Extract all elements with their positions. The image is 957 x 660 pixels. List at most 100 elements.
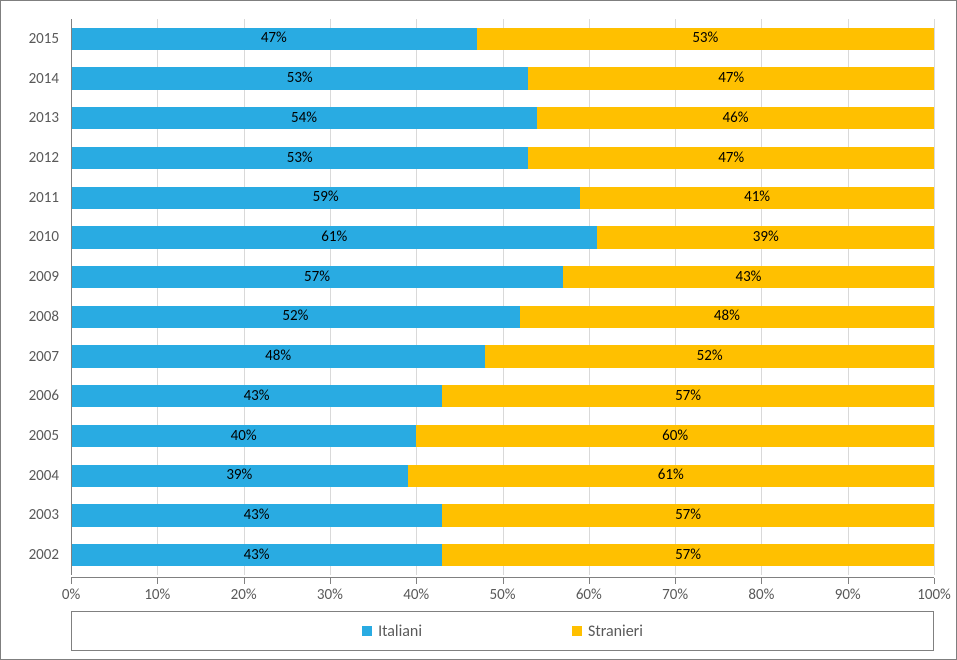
y-label-slot: 2008: [1, 297, 65, 337]
x-tick: [503, 578, 504, 584]
x-tick-label: 10%: [144, 586, 170, 604]
legend: ItalianiStranieri: [71, 611, 934, 651]
x-tick: [330, 578, 331, 584]
y-category-label: 2010: [29, 228, 59, 246]
bar-segment-stranieri: 61%: [408, 465, 934, 487]
legend-swatch-icon: [572, 626, 582, 636]
bar-segment-label: 43%: [735, 270, 761, 285]
bar-row: 43% 57%: [71, 504, 934, 526]
x-tick: [934, 578, 935, 584]
bar-slot: 39%61%: [71, 456, 934, 496]
bar-row: 52% 48%: [71, 306, 934, 328]
y-label-slot: 2005: [1, 416, 65, 456]
bar-row: 54% 46%: [71, 107, 934, 129]
bar-segment-label: 48%: [714, 309, 740, 324]
y-label-slot: 2009: [1, 257, 65, 297]
bar-segment-label: 43%: [244, 548, 270, 563]
y-category-label: 2011: [29, 189, 59, 207]
y-category-label: 2015: [29, 30, 59, 48]
bar-segment-label: 53%: [287, 151, 313, 166]
bar-segment-label: 53%: [692, 31, 718, 46]
bar-slot: 43% 57%: [71, 376, 934, 416]
bar-segment-italiani: 54%: [71, 107, 537, 129]
bar-segment-stranieri: 57%: [442, 504, 934, 526]
y-category-label: 2003: [29, 506, 59, 524]
bar-slot: 40% 60%: [71, 416, 934, 456]
bar-segment-label: 40%: [231, 429, 257, 444]
bar-row: 43% 57%: [71, 385, 934, 407]
x-tick: [157, 578, 158, 584]
bar-segment-stranieri: 52%: [485, 345, 934, 367]
bar-segment-stranieri: 47%: [528, 67, 934, 89]
bar-row: 43%57%: [71, 544, 934, 566]
bar-segment-stranieri: 48%: [520, 306, 934, 328]
bar-row: 48%52%: [71, 345, 934, 367]
x-tick-label: 50%: [490, 586, 516, 604]
bar-slot: 59%41%: [71, 178, 934, 218]
y-label-slot: 2006: [1, 376, 65, 416]
x-tick-label: 20%: [231, 586, 257, 604]
bar-segment-stranieri: 57%: [442, 385, 934, 407]
y-label-slot: 2011: [1, 178, 65, 218]
bar-segment-label: 61%: [321, 230, 347, 245]
grid-line: [934, 19, 935, 575]
bar-row: 61% 39%: [71, 226, 934, 248]
bar-slot: 53% 47%: [71, 138, 934, 178]
y-label-slot: 2007: [1, 337, 65, 377]
bar-segment-label: 43%: [244, 508, 270, 523]
y-label-slot: 2010: [1, 218, 65, 258]
bar-row: 40% 60%: [71, 425, 934, 447]
y-category-label: 2004: [29, 467, 59, 485]
bar-segment-label: 54%: [291, 111, 317, 126]
bar-segment-label: 52%: [282, 309, 308, 324]
bar-segment-italiani: 40%: [71, 425, 416, 447]
y-category-label: 2013: [29, 109, 59, 127]
bar-segment-label: 59%: [313, 190, 339, 205]
bar-row: 47%53%: [71, 28, 934, 50]
bar-slot: 52% 48%: [71, 297, 934, 337]
y-category-label: 2005: [29, 427, 59, 445]
y-label-slot: 2014: [1, 59, 65, 99]
x-tick-label: 30%: [317, 586, 343, 604]
bar-segment-stranieri: 39%: [597, 226, 934, 248]
bar-slot: 43%57%: [71, 535, 934, 575]
y-category-label: 2012: [29, 149, 59, 167]
y-label-slot: 2012: [1, 138, 65, 178]
bar-segment-label: 53%: [287, 71, 313, 86]
y-axis-labels: 2015 2014 2013 2012 2011 2010 2009200820072006…: [1, 19, 65, 575]
y-label-slot: 2004: [1, 456, 65, 496]
bar-segment-italiani: 43%: [71, 504, 442, 526]
bar-slot: 53% 47%: [71, 59, 934, 99]
bar-segment-label: 57%: [675, 508, 701, 523]
bar-segment-label: 60%: [662, 429, 688, 444]
bar-segment-italiani: 57%: [71, 266, 563, 288]
x-tick-label: 100%: [917, 586, 951, 604]
x-tick: [589, 578, 590, 584]
y-label-slot: 2015: [1, 19, 65, 59]
bar-segment-stranieri: 46%: [537, 107, 934, 129]
x-tick-label: 70%: [662, 586, 688, 604]
bar-segment-label: 47%: [718, 151, 744, 166]
bar-segment-label: 57%: [304, 270, 330, 285]
bar-segment-italiani: 61%: [71, 226, 597, 248]
bar-segment-label: 47%: [718, 71, 744, 86]
bar-segment-stranieri: 53%: [477, 28, 934, 50]
x-tick: [848, 578, 849, 584]
x-axis: 0%10%20%30%40%50%60%70%80%90%100%: [71, 577, 934, 605]
bar-slot: 48%52%: [71, 337, 934, 377]
bar-segment-label: 46%: [723, 111, 749, 126]
bar-segment-italiani: 43%: [71, 544, 442, 566]
plot-area: 47%53%53%47%54%46%53%47%59%41%61%39%57%4…: [71, 19, 934, 575]
bar-segment-label: 43%: [244, 389, 270, 404]
x-tick-label: 60%: [576, 586, 602, 604]
bar-segment-label: 52%: [697, 349, 723, 364]
bar-row: 39%61%: [71, 465, 934, 487]
x-tick-label: 40%: [403, 586, 429, 604]
bar-segment-label: 39%: [753, 230, 779, 245]
bar-segment-stranieri: 60%: [416, 425, 934, 447]
legend-label: Italiani: [378, 622, 422, 641]
y-category-label: 2002: [29, 546, 59, 564]
bar-row: 59%41%: [71, 187, 934, 209]
y-baseline: [71, 19, 72, 575]
x-tick: [244, 578, 245, 584]
